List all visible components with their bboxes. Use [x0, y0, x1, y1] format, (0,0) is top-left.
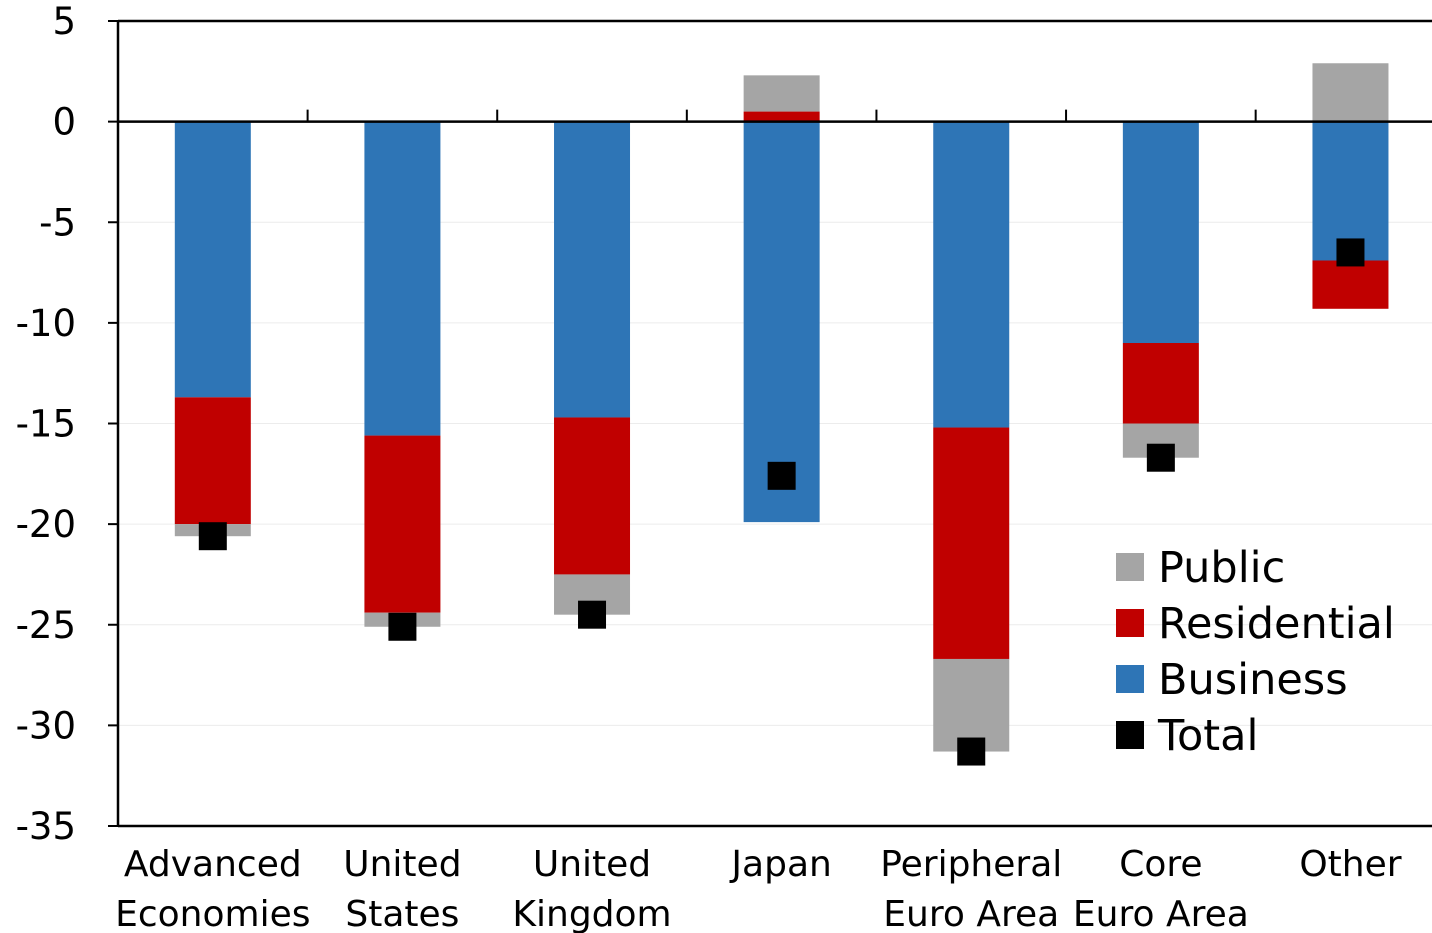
category-label: United: [533, 844, 651, 885]
bar-residential: [933, 427, 1010, 659]
y-tick-labels: 5 0 -5 -10 -15 -20 -25 -30 -35: [16, 0, 76, 848]
legend-label-business: Business: [1158, 655, 1348, 705]
y-tick-label: -10: [16, 302, 76, 345]
category-label: States: [345, 894, 459, 933]
bar-business: [743, 121, 820, 523]
category-label: Euro Area: [1073, 894, 1249, 933]
bar-public: [743, 75, 820, 112]
category-label: Euro Area: [883, 894, 1059, 933]
legend-swatch-business: [1116, 665, 1144, 693]
y-tick-label: 5: [52, 0, 76, 43]
bar-residential: [364, 435, 441, 613]
bar-business: [933, 121, 1010, 428]
bar-public: [1312, 63, 1389, 122]
category-label: Core: [1119, 844, 1202, 885]
legend-label-residential: Residential: [1158, 599, 1395, 649]
category-label: Peripheral: [880, 844, 1062, 885]
category-label: United: [343, 844, 461, 885]
bar-series: [174, 63, 1389, 752]
total-marker: [767, 461, 796, 490]
y-tick-label: 0: [52, 101, 76, 144]
total-marker: [578, 600, 607, 629]
bar-residential: [174, 397, 251, 525]
legend-label-total: Total: [1157, 711, 1258, 761]
y-tick-label: -20: [16, 503, 76, 546]
bar-residential: [1122, 343, 1199, 424]
y-tick-label: -30: [16, 704, 76, 747]
legend-swatch-residential: [1116, 609, 1144, 637]
total-marker: [388, 612, 417, 641]
bar-residential: [743, 111, 820, 122]
legend-swatch-total: [1116, 721, 1144, 749]
category-label: Kingdom: [512, 894, 671, 933]
bar-residential: [554, 417, 631, 575]
y-tick-label: -5: [39, 201, 76, 244]
total-marker: [1146, 443, 1175, 472]
y-tick-label: -25: [16, 604, 76, 647]
legend: Public Residential Business Total: [1116, 543, 1395, 761]
bar-business: [174, 121, 251, 398]
category-label: Japan: [729, 844, 831, 885]
bar-business: [554, 121, 631, 418]
total-markers: [198, 238, 1365, 766]
legend-swatch-public: [1116, 553, 1144, 581]
bar-business: [1122, 121, 1199, 343]
bar-business: [364, 121, 441, 436]
category-label: Other: [1299, 844, 1401, 885]
total-marker: [1336, 238, 1365, 267]
bar-business: [1312, 121, 1389, 261]
category-label: Advanced: [124, 844, 302, 885]
bar-residential: [1312, 260, 1389, 309]
y-tick-label: -15: [16, 403, 76, 446]
x-category-labels: Advanced Economies United States United Kingd…: [115, 844, 1402, 933]
category-label: Economies: [115, 894, 310, 933]
zero-axis: [108, 20, 1432, 827]
bar-public: [933, 658, 1010, 752]
y-tick-label: -35: [16, 805, 76, 848]
total-marker: [198, 522, 227, 551]
total-marker: [957, 737, 986, 766]
legend-label-public: Public: [1158, 543, 1285, 593]
